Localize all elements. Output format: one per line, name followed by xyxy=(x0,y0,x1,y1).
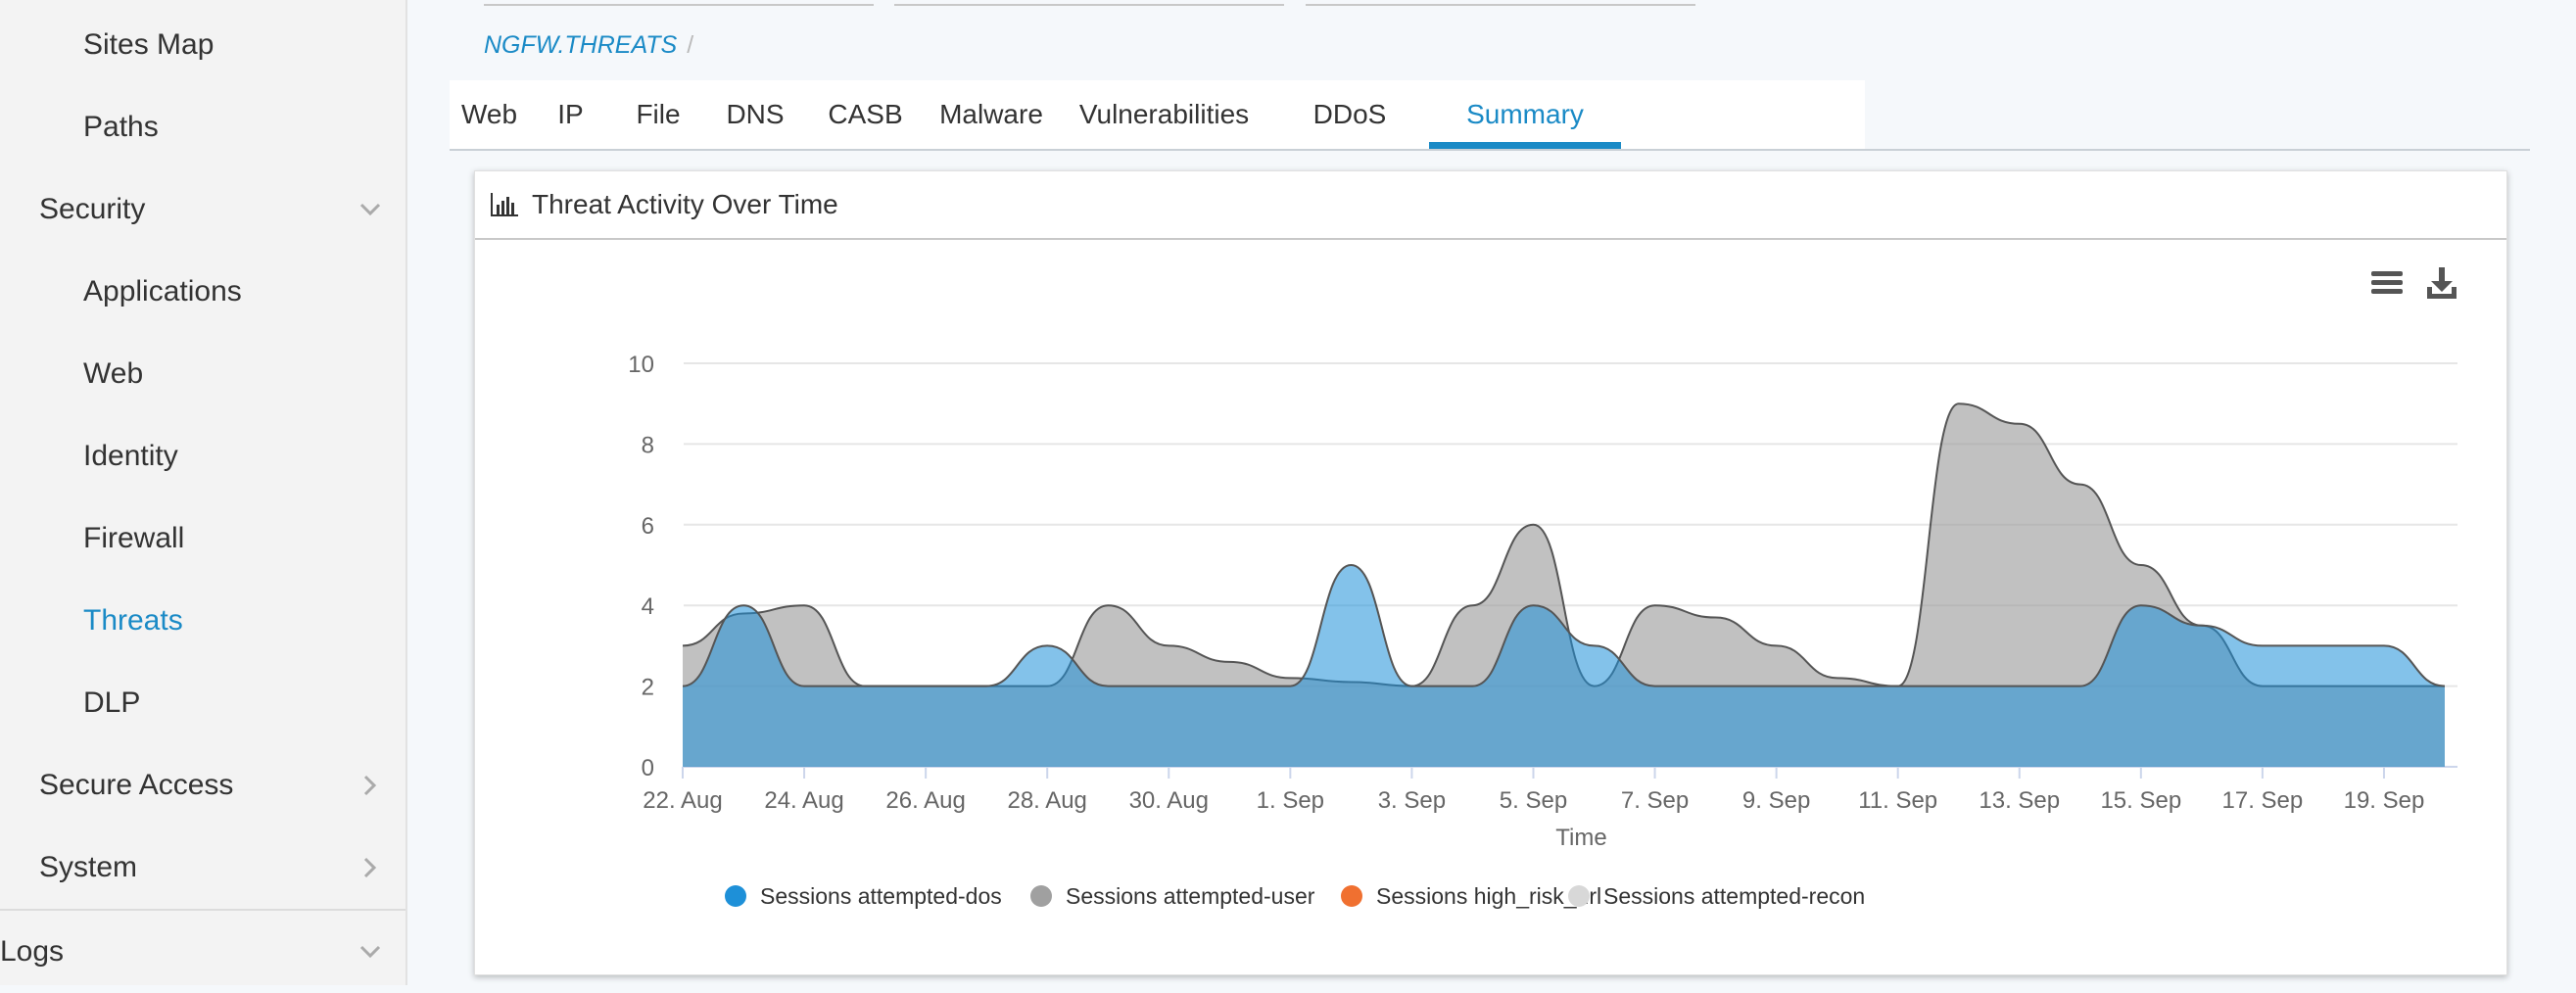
breadcrumb-link[interactable]: NGFW.THREATS xyxy=(484,31,678,59)
tab-file[interactable]: File xyxy=(636,99,681,129)
legend-marker xyxy=(1030,885,1052,907)
sidebar-item-paths[interactable]: Paths xyxy=(0,86,405,168)
sidebar-item-label: Identity xyxy=(83,440,178,472)
x-tick-label: 15. Sep xyxy=(2100,787,2181,814)
legend-marker xyxy=(1341,885,1362,907)
sidebar-item-label: Web xyxy=(83,357,144,390)
hamburger-menu-icon[interactable] xyxy=(2367,263,2407,303)
panel-title: Threat Activity Over Time xyxy=(532,189,838,219)
series-area-sessions-attempted-dos xyxy=(683,565,2445,767)
legend-item[interactable]: Sessions attempted-user xyxy=(1030,883,1315,909)
x-tick-label: 28. Aug xyxy=(1007,787,1086,814)
tab-ddos[interactable]: DDoS xyxy=(1312,99,1387,129)
sidebar-item-sites-map[interactable]: Sites Map xyxy=(0,4,405,86)
bar-chart-icon xyxy=(491,193,518,216)
sidebar-item-label: System xyxy=(39,851,138,883)
sidebar-item-security[interactable]: Security xyxy=(0,168,405,251)
series-line-sessions-attempted-dos xyxy=(682,563,2446,687)
tab-malware[interactable]: Malware xyxy=(939,99,1043,129)
sidebar-item-label: DLP xyxy=(83,686,141,719)
legend-item[interactable]: Sessions attempted-dos xyxy=(725,883,1002,909)
x-axis-title: Time xyxy=(1555,825,1606,851)
sidebar-item-applications[interactable]: Applications xyxy=(0,251,405,333)
tab-casb[interactable]: CASB xyxy=(828,99,903,129)
threat-activity-panel: Threat Activity Over Time 0 2 4 6 8 10 22. Aug… xyxy=(474,170,2507,975)
sidebar-item-label: Logs xyxy=(0,935,65,968)
x-tick-label: 3. Sep xyxy=(1378,787,1446,814)
y-tick-label: 6 xyxy=(642,513,654,540)
chevron-right-icon xyxy=(363,857,377,878)
y-tick-label: 0 xyxy=(642,755,654,781)
x-tick-label: 5. Sep xyxy=(1500,787,1567,814)
x-tick-label: 7. Sep xyxy=(1621,787,1689,814)
x-tick-label: 11. Sep xyxy=(1858,787,1937,814)
sidebar-item-label: Sites Map xyxy=(83,28,215,61)
tab-ip[interactable]: IP xyxy=(557,99,584,129)
sidebar-item-identity[interactable]: Identity xyxy=(0,415,405,497)
x-tick-label: 9. Sep xyxy=(1742,787,1810,814)
legend-label: Sessions high_risk_url xyxy=(1376,883,1601,909)
tab-vulnerabilities[interactable]: Vulnerabilities xyxy=(1078,99,1250,129)
y-tick-label: 8 xyxy=(642,432,654,458)
y-tick-label: 2 xyxy=(642,675,654,701)
x-tick-label: 1. Sep xyxy=(1257,787,1324,814)
sidebar-item-logs[interactable]: Logs xyxy=(0,911,405,993)
chevron-down-icon xyxy=(359,945,381,959)
series-area-sessions-attempted-user xyxy=(683,403,2445,767)
sidebar-item-label: Applications xyxy=(83,275,242,307)
x-tick-label: 13. Sep xyxy=(1979,787,2060,814)
panel-header: Threat Activity Over Time xyxy=(475,171,2506,240)
sidebar-divider xyxy=(0,909,405,911)
sidebar-item-label: Threats xyxy=(83,604,183,637)
filter-box-edge xyxy=(894,4,1284,6)
sidebar-item-label: Secure Access xyxy=(39,769,234,801)
sidebar-item-dlp[interactable]: DLP xyxy=(0,662,405,744)
tab-bar-underline xyxy=(450,149,2530,151)
y-tick-label: 10 xyxy=(628,352,654,378)
sidebar-item-system[interactable]: System xyxy=(0,827,405,909)
tab-dns[interactable]: DNS xyxy=(726,99,785,129)
filter-box-edge xyxy=(1306,4,1695,6)
download-icon[interactable] xyxy=(2422,263,2461,303)
x-tick-label: 19. Sep xyxy=(2344,787,2425,814)
legend-item[interactable]: Sessions high_risk_url xyxy=(1341,883,1601,909)
tab-web[interactable]: Web xyxy=(460,99,518,129)
sidebar-item-firewall[interactable]: Firewall xyxy=(0,497,405,580)
sidebar: Sites Map Paths Security Applications Web Ide… xyxy=(0,0,407,985)
legend-marker xyxy=(725,885,746,907)
sidebar-item-threats[interactable]: Threats xyxy=(0,580,405,662)
x-tick-label: 26. Aug xyxy=(885,787,965,814)
x-tick-label: 17. Sep xyxy=(2222,787,2304,814)
filter-box-edge xyxy=(484,4,874,6)
chevron-down-icon xyxy=(359,203,381,216)
legend-label: Sessions attempted-dos xyxy=(760,883,1002,909)
breadcrumb: NGFW.THREATS / xyxy=(484,31,693,60)
x-tick-label: 24. Aug xyxy=(764,787,843,814)
threat-activity-chart: 0 2 4 6 8 10 22. Aug 24. Aug 26. Aug 28. Aug 30. A… xyxy=(628,352,2457,909)
sidebar-item-secure-access[interactable]: Secure Access xyxy=(0,744,405,827)
x-tick-label: 22. Aug xyxy=(643,787,722,814)
x-tick-label: 30. Aug xyxy=(1129,787,1209,814)
legend-label: Sessions attempted-user xyxy=(1066,883,1315,909)
legend-label: Sessions attempted-recon xyxy=(1603,883,1865,909)
sidebar-item-label: Security xyxy=(39,193,146,225)
sidebar-item-web[interactable]: Web xyxy=(0,333,405,415)
sidebar-item-label: Paths xyxy=(83,111,159,143)
legend-item[interactable]: Sessions attempted-recon xyxy=(1568,883,1865,909)
breadcrumb-separator: / xyxy=(687,31,694,59)
sidebar-item-label: Firewall xyxy=(83,522,185,554)
tab-bar: Web IP File DNS CASB Malware Vulnerabilities DD… xyxy=(450,80,1865,149)
tab-summary[interactable]: Summary xyxy=(1429,80,1621,149)
y-tick-label: 4 xyxy=(642,593,654,620)
chevron-right-icon xyxy=(363,775,377,796)
legend-marker xyxy=(1568,885,1590,907)
